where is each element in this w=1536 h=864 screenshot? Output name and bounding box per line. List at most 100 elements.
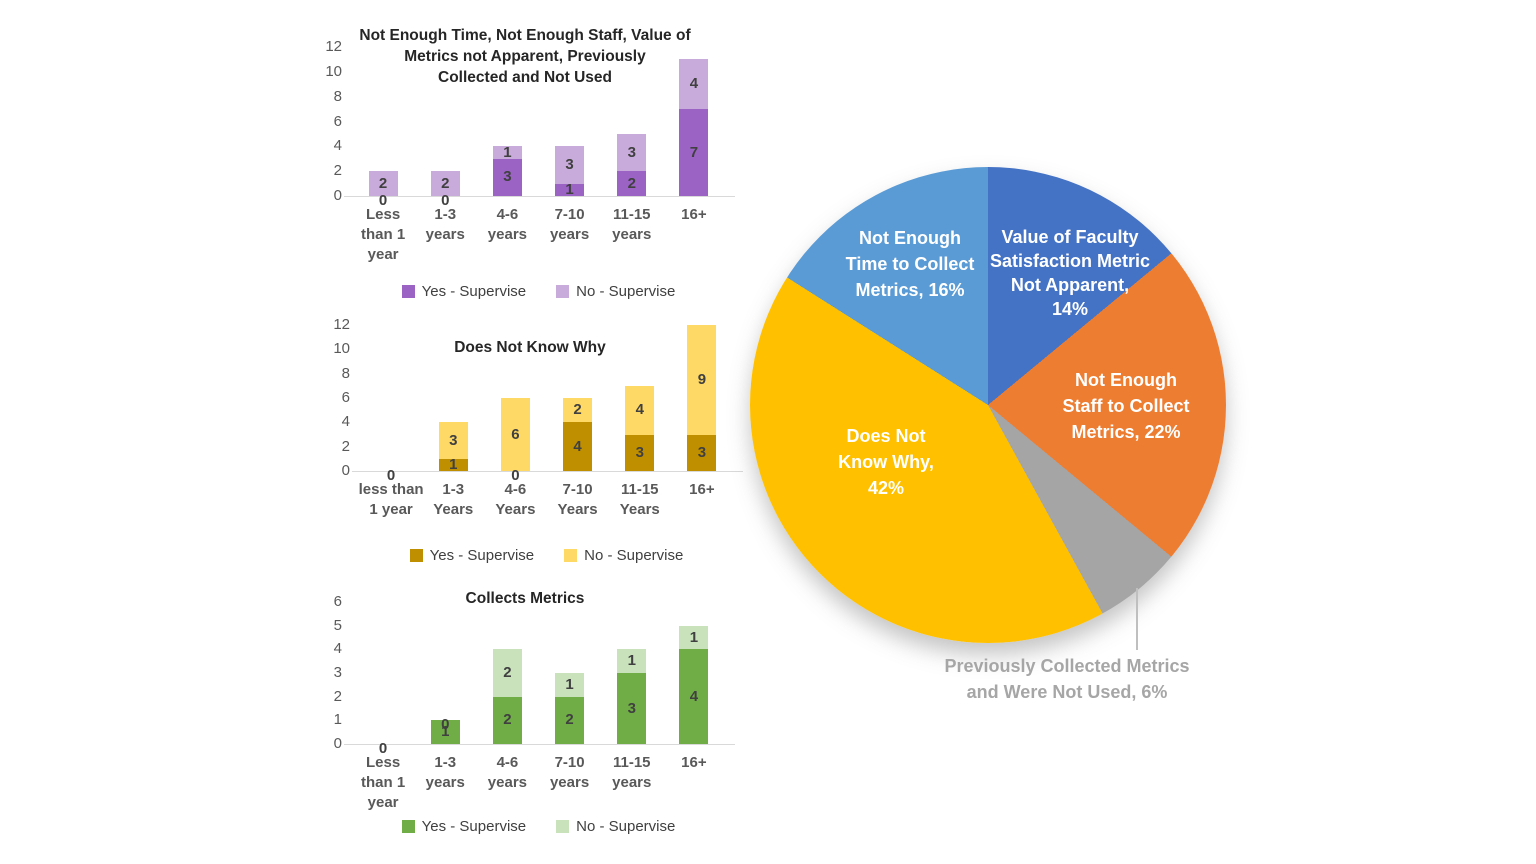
bar-segment <box>438 422 468 459</box>
x-axis-label: 7-10 Years <box>557 481 598 518</box>
y-axis-tick: 0 <box>333 735 342 752</box>
chart-title: Does Not Know Why <box>454 339 606 356</box>
legend-swatch-yes-supervise <box>409 549 423 562</box>
bar-chart-collects-metrics: Collects Metrics 0 1 2 3 4 5 6 Less than 1 year… <box>320 580 735 862</box>
bar-value-label: 2 <box>441 174 450 192</box>
y-axis-tick: 2 <box>333 162 342 180</box>
pie-label-value-not-apparent: Value of Faculty Satisfaction Metric Not… <box>990 225 1150 321</box>
legend-swatch-yes-supervise <box>401 285 415 298</box>
bar-value-label: 2 <box>565 711 574 729</box>
legend: Yes - Supervise No - Supervise <box>360 547 733 564</box>
y-axis-tick: 4 <box>333 137 342 155</box>
pie-label-line: Value of Faculty <box>1001 227 1139 247</box>
bar-segment <box>555 146 585 184</box>
pie-label-line: and Were Not Used, 6% <box>966 682 1168 702</box>
bar-chart-not-collected-reasons: Not Enough Time, Not Enough Staff, Value… <box>320 25 735 315</box>
pie-label-not-enough-staff: Not Enough Staff to Collect Metrics, 22% <box>1062 367 1189 445</box>
y-axis-tick: 6 <box>341 389 350 406</box>
bar-segment <box>625 385 655 435</box>
pie-label-line: Not Enough <box>1075 370 1177 390</box>
bar-segment <box>625 434 655 471</box>
bar-segment <box>430 171 460 196</box>
bar-value-label: 0 <box>441 716 450 734</box>
x-axis-label: 1-3 years <box>425 754 465 791</box>
x-axis-label: 7-10 years <box>549 206 590 243</box>
bar-segment <box>617 133 647 172</box>
pie-label-not-enough-time: Not Enough Time to Collect Metrics, 16% <box>846 225 975 303</box>
y-axis-tick: 6 <box>333 112 342 130</box>
x-axis-label: 4-6 years <box>487 206 528 243</box>
pie-label-line: Metrics, 16% <box>855 280 965 300</box>
bar-segment <box>687 325 717 435</box>
bar-segment <box>679 625 709 650</box>
x-axis-label: less than 1 year <box>358 481 424 518</box>
bar-value-label: 1 <box>503 143 512 161</box>
bar-value-label: 2 <box>573 401 582 419</box>
pie-label-line: Previously Collected Metrics <box>944 656 1190 676</box>
legend-item-yes-supervise: Yes - Supervise <box>409 547 535 564</box>
plot-area: 0 1 2 3 4 5 6 Less than 1 year 0 1-3 years 1 0 4-6 y… <box>334 593 735 811</box>
y-axis-tick: 0 <box>341 462 350 479</box>
bar-value-label: 1 <box>565 675 574 693</box>
y-axis-tick: 8 <box>333 87 342 105</box>
y-axis-tick: 6 <box>333 593 342 610</box>
x-axis-label: 4-6 years <box>487 754 528 791</box>
legend-label-no-supervise: No - Supervise <box>584 547 684 564</box>
bar-value-label: 2 <box>627 174 636 192</box>
pie-label-previously-collected: Previously Collected Metrics and Were No… <box>944 653 1189 705</box>
bar-segment <box>492 696 522 744</box>
bar-value-label: 1 <box>441 723 450 741</box>
bar-value-label: 0 <box>441 192 450 209</box>
bar-value-label: 1 <box>565 180 574 198</box>
legend-label-no-supervise: No - Supervise <box>576 818 676 835</box>
x-axis-label: 1-3 years <box>425 206 465 243</box>
legend: Yes - Supervise No - Supervise <box>352 283 725 300</box>
bar-segment <box>679 109 709 196</box>
pie-circle <box>750 167 1226 643</box>
bar-value-label: 3 <box>697 443 707 461</box>
bar-value-label: 3 <box>627 143 636 161</box>
x-axis-label: 7-10 years <box>549 754 590 791</box>
bar-segment <box>430 720 460 744</box>
pie-label-line: Metrics, 22% <box>1071 422 1181 442</box>
x-axis-label: 1-3 Years <box>433 481 474 518</box>
y-axis-tick: 8 <box>341 364 350 382</box>
bar-value-label: 9 <box>697 370 707 388</box>
y-axis-tick: 2 <box>341 437 350 455</box>
bar-segment <box>500 398 530 471</box>
y-axis-tick: 1 <box>333 711 342 729</box>
legend-label-yes-supervise: Yes - Supervise <box>429 547 535 564</box>
bar-value-label: 2 <box>378 174 388 192</box>
y-axis-tick: 4 <box>333 640 342 658</box>
bar-value-label: 0 <box>386 467 396 484</box>
y-axis-tick: 12 <box>333 316 350 333</box>
bar-value-label: 1 <box>627 652 636 670</box>
pie-label-line: Know Why, <box>838 452 934 472</box>
y-axis-tick: 10 <box>325 62 342 80</box>
bar-segment <box>617 649 647 673</box>
y-axis-tick: 3 <box>333 664 342 681</box>
bar-value-label: 4 <box>689 75 699 93</box>
x-axis-label: 16+ <box>681 754 707 771</box>
legend-swatch-yes-supervise <box>401 820 415 833</box>
bar-value-label: 4 <box>689 687 699 705</box>
pie-label-line: 42% <box>867 478 905 498</box>
x-axis-label: 16+ <box>689 481 715 498</box>
pie-label-line: Does Not <box>846 426 926 446</box>
x-axis-label: Less than 1 year <box>360 754 406 811</box>
pie-chart-reasons: Not Enough Time to Collect Metrics, 16% … <box>740 150 1320 730</box>
bar-value-label: 3 <box>449 431 458 449</box>
y-axis-tick: 5 <box>333 616 342 634</box>
legend-item-yes-supervise: Yes - Supervise <box>401 818 527 835</box>
bar-value-label: 0 <box>378 192 388 209</box>
bar-segment <box>679 649 709 744</box>
y-axis-tick: 12 <box>325 38 342 55</box>
legend-item-no-supervise: No - Supervise <box>556 818 675 835</box>
bar-value-label: 2 <box>503 664 512 681</box>
legend-label-yes-supervise: Yes - Supervise <box>421 818 527 835</box>
bar-value-label: 3 <box>503 168 512 186</box>
bar-value-label: 3 <box>627 699 636 717</box>
bar-segment <box>555 696 585 744</box>
bar-segment <box>555 183 585 196</box>
pie-leader-line <box>1136 588 1138 650</box>
